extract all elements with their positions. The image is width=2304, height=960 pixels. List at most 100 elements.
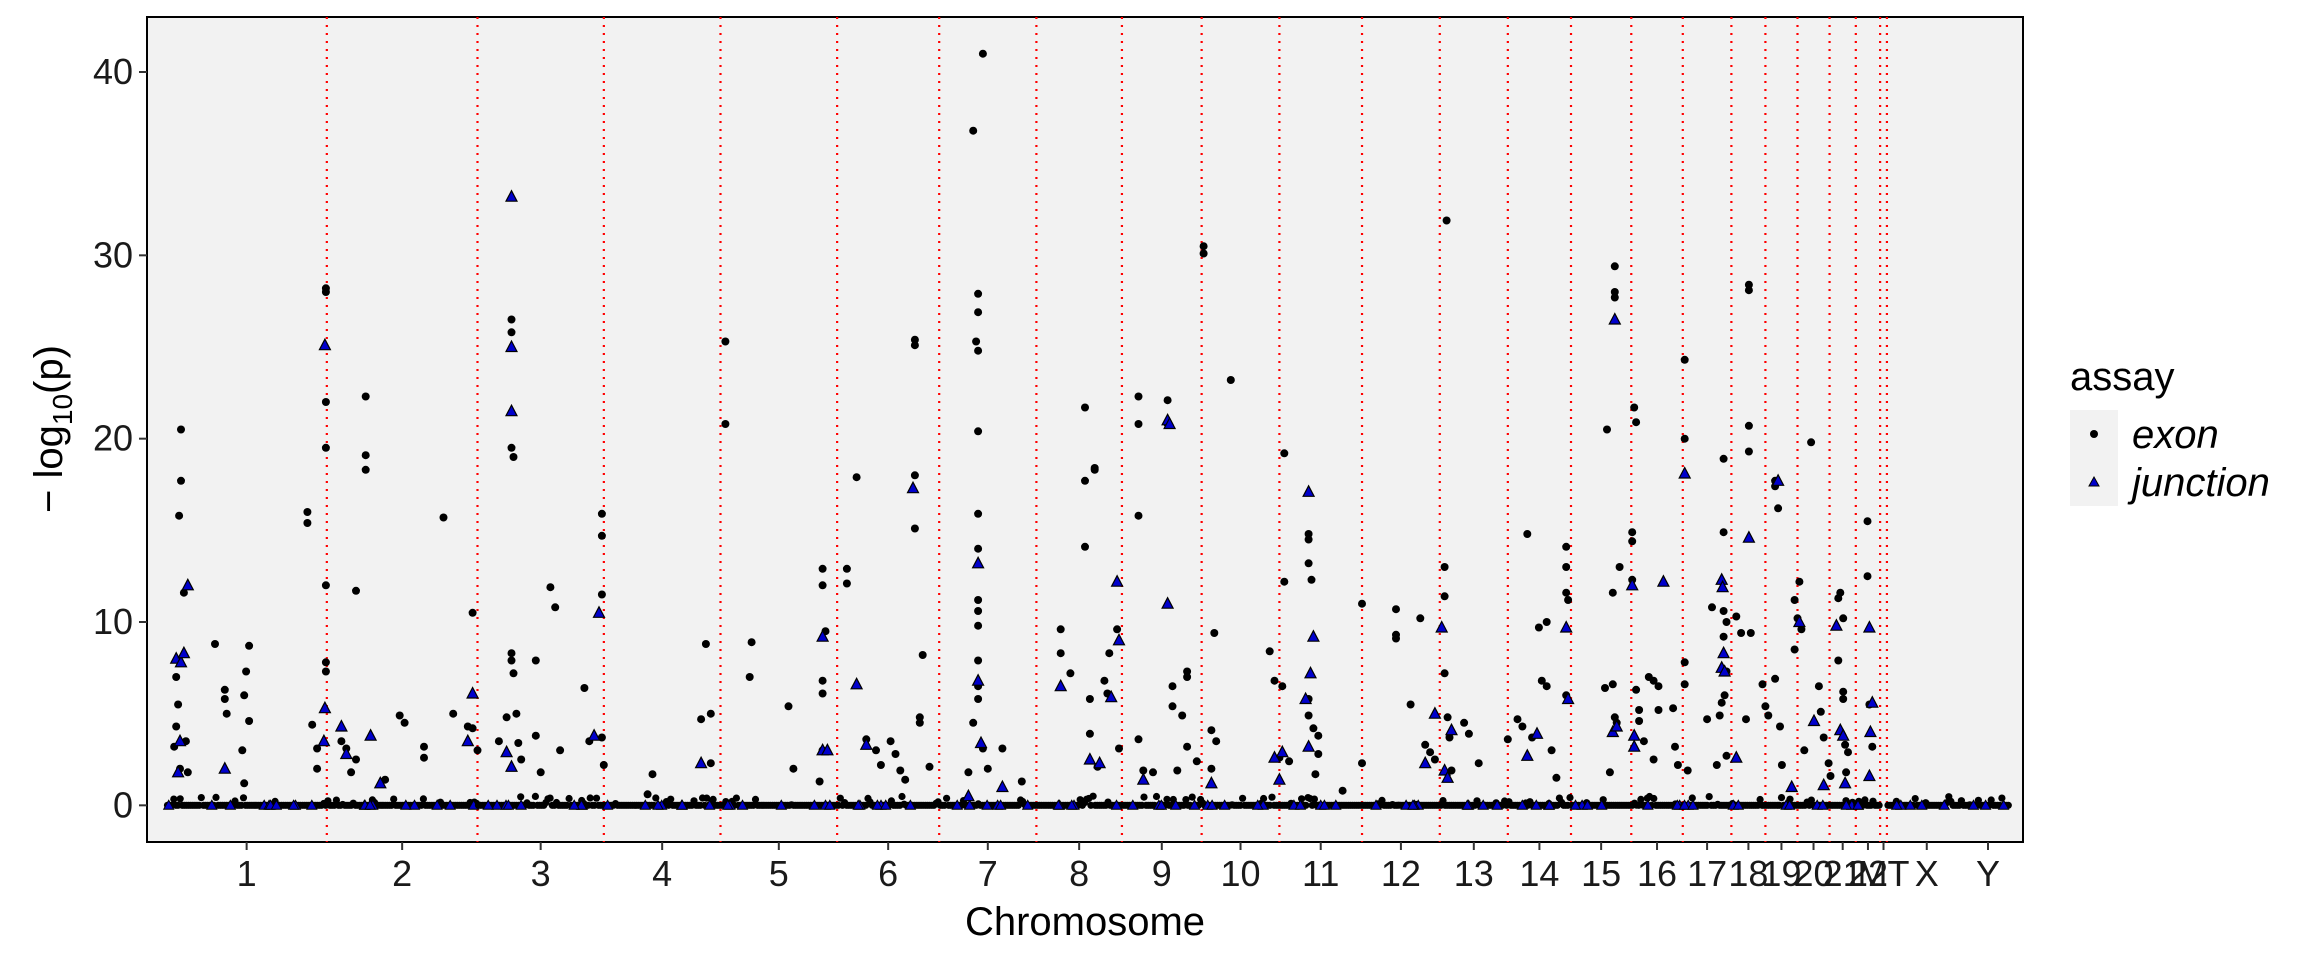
exon-point xyxy=(1542,682,1551,691)
exon-point xyxy=(1650,794,1658,803)
exon-point xyxy=(1090,465,1099,474)
exon-point xyxy=(1842,768,1851,777)
junction-point xyxy=(1915,799,1928,810)
x-tick-label-chr21: 21 xyxy=(1823,853,1863,894)
x-tick-label-chr8: 8 xyxy=(1069,853,1089,894)
x-tick-label-chr1: 1 xyxy=(237,853,257,894)
junction-point xyxy=(639,799,652,810)
exon-point xyxy=(1173,766,1182,775)
exon-point xyxy=(1430,755,1439,764)
exon-point xyxy=(1649,755,1658,764)
exon-point xyxy=(1310,795,1318,803)
exon-point xyxy=(361,465,370,474)
exon-point xyxy=(177,476,185,485)
exon-point xyxy=(1017,777,1026,786)
exon-point xyxy=(531,792,540,801)
exon-point xyxy=(1610,288,1619,296)
junction-point xyxy=(1608,312,1622,325)
exon-point xyxy=(1081,476,1089,485)
junction-point xyxy=(1110,799,1123,810)
exon-point xyxy=(978,49,987,58)
exon-point xyxy=(1608,588,1617,597)
exon-point xyxy=(536,768,545,777)
exon-point xyxy=(1680,680,1689,689)
junction-point xyxy=(906,480,920,494)
exon-point xyxy=(580,684,589,692)
exon-point xyxy=(1440,592,1449,601)
exon-point xyxy=(998,744,1007,753)
junction-point xyxy=(1718,664,1732,677)
exon-point xyxy=(1737,629,1746,637)
exon-point xyxy=(507,656,516,665)
junction-point xyxy=(515,799,527,810)
junction-point xyxy=(1530,799,1543,810)
exon-point xyxy=(1601,684,1609,692)
exon-point xyxy=(242,667,251,676)
junction-point xyxy=(1807,713,1821,727)
exon-point xyxy=(706,709,715,718)
x-tick-label-chr2: 2 xyxy=(392,853,412,894)
exon-point xyxy=(836,794,844,802)
junction-point xyxy=(981,799,993,810)
exon-point xyxy=(1758,680,1767,689)
exon-point xyxy=(303,508,312,516)
junction-point xyxy=(1904,799,1917,810)
exon-point xyxy=(238,746,247,755)
exon-point xyxy=(1503,735,1512,744)
junction-point xyxy=(721,799,734,810)
x-tick-label-chr22: 22 xyxy=(1848,853,1888,894)
exon-point xyxy=(1654,706,1663,714)
exon-point xyxy=(706,759,715,768)
junction-point xyxy=(1112,633,1126,646)
exon-point xyxy=(1841,740,1850,749)
junction-point xyxy=(1428,706,1442,719)
exon-point xyxy=(1304,559,1313,568)
y-tick-label: 0 xyxy=(113,784,133,825)
exon-point xyxy=(1089,792,1097,800)
exon-point xyxy=(1819,733,1828,742)
x-axis-title: Chromosome xyxy=(965,900,1205,944)
junction-point xyxy=(461,733,475,747)
junction-point xyxy=(1852,799,1864,810)
exon-point xyxy=(1338,786,1347,795)
exon-point xyxy=(1562,588,1571,597)
exon-point xyxy=(943,794,951,802)
exon-point xyxy=(239,794,248,802)
exon-point xyxy=(745,673,754,681)
exon-point xyxy=(667,795,675,803)
exon-point xyxy=(1199,242,1208,251)
junction-point xyxy=(1865,695,1879,708)
exon-point xyxy=(1639,737,1648,746)
junction-point xyxy=(1491,799,1504,810)
exon-point xyxy=(507,443,516,452)
exon-point xyxy=(818,676,827,685)
junction-point xyxy=(482,799,495,810)
exon-point xyxy=(1744,421,1753,430)
plot-panel xyxy=(146,16,2024,843)
junction-point xyxy=(1304,666,1317,679)
x-tick-label-chr18: 18 xyxy=(1728,853,1768,894)
junction-point xyxy=(592,605,606,618)
exon-point xyxy=(1534,623,1543,632)
exon-point xyxy=(974,621,983,630)
exon-point xyxy=(514,739,523,747)
x-tick-label-chr5: 5 xyxy=(769,853,789,894)
exon-point xyxy=(974,695,983,703)
y-tick-label: 40 xyxy=(93,51,133,92)
exon-point xyxy=(1764,711,1773,720)
exon-point xyxy=(390,795,398,803)
junction-point xyxy=(995,779,1009,793)
exon-point xyxy=(1712,761,1721,769)
exon-point xyxy=(1278,682,1287,691)
junction-point xyxy=(1299,691,1313,705)
x-tick-label-chr3: 3 xyxy=(531,853,551,894)
junction-point xyxy=(694,755,708,769)
exon-point xyxy=(1683,766,1692,775)
junction-point xyxy=(181,578,195,591)
exon-point xyxy=(1603,425,1611,434)
exon-point xyxy=(556,746,565,755)
x-tick-label-chr12: 12 xyxy=(1381,853,1421,894)
exon-point xyxy=(1178,711,1187,720)
exon-point xyxy=(1632,685,1641,694)
junction-point xyxy=(1610,719,1624,732)
